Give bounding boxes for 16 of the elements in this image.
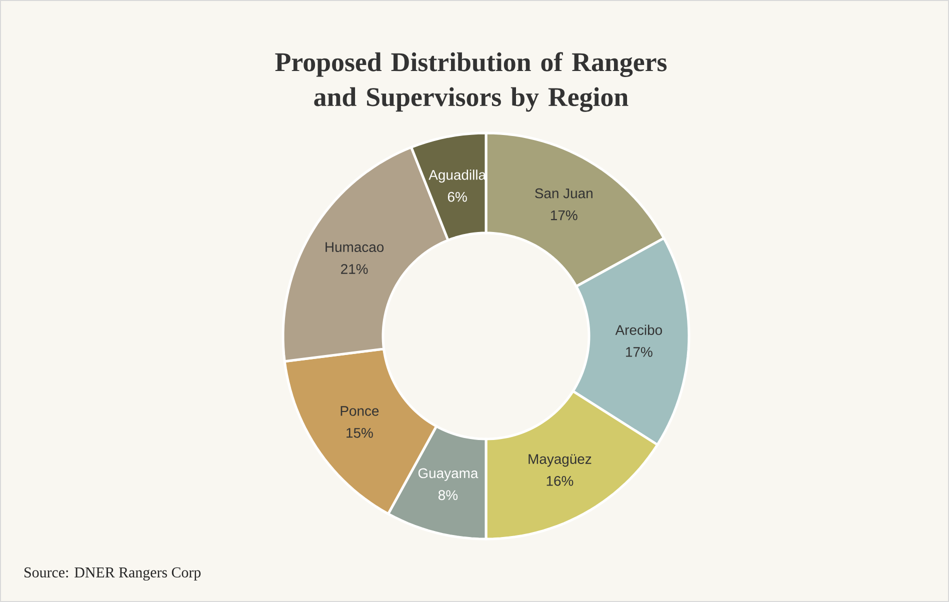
- slice-label: Aguadilla: [428, 170, 486, 183]
- data-label: 17%: [626, 347, 652, 357]
- slice-label: Ponce: [340, 406, 379, 416]
- data-label: 6%: [448, 192, 467, 202]
- slice-label: San Juan: [535, 188, 592, 198]
- data-label: 16%: [546, 476, 574, 486]
- data-label: 17%: [550, 210, 578, 220]
- slice-label: Humacao: [326, 242, 384, 252]
- chart-title: Proposed Distribution of Rangers and Supervisors by Region: [275, 52, 667, 112]
- source-note: Source: DNER Rangers Corp: [24, 567, 201, 581]
- slice-label: Mayagüez: [528, 454, 592, 467]
- data-label: 15%: [346, 428, 373, 438]
- data-label: 21%: [341, 264, 368, 274]
- data-label: 8%: [438, 490, 458, 500]
- slice-label: Guayama: [418, 468, 478, 481]
- slice-label: Arecibo: [615, 324, 662, 335]
